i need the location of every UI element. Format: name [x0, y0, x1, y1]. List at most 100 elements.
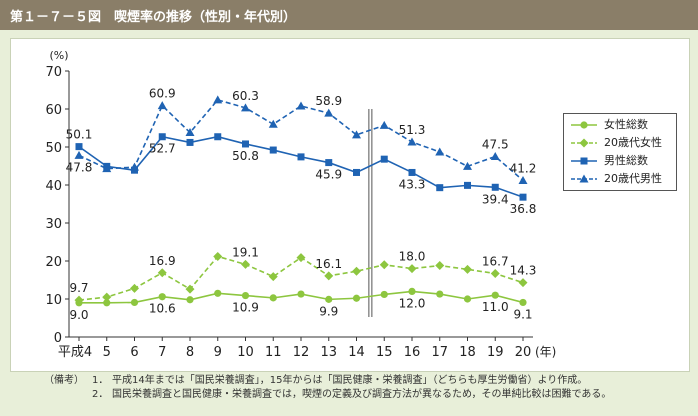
x-tick-label: 16 — [404, 345, 421, 360]
data-point — [158, 293, 166, 301]
data-label: 11.0 — [482, 300, 509, 314]
data-point — [408, 168, 416, 176]
data-point — [464, 181, 471, 189]
y-tick-label: 40 — [45, 179, 62, 194]
data-point — [407, 137, 417, 146]
data-point — [352, 294, 361, 302]
data-point — [241, 259, 250, 269]
data-label: 16.7 — [482, 255, 509, 269]
data-point — [324, 271, 334, 281]
data-label: 45.9 — [315, 168, 342, 182]
data-label: 51.3 — [399, 123, 426, 137]
line-chart: 0 10 20 30 40 50 60 70 (%) 平成4 5 6 7 8 9 10 11 12 13 14 15 16… — [45, 49, 556, 360]
legend-label: 20歳代男性 — [604, 172, 662, 185]
data-point — [296, 253, 306, 263]
data-label: 9.9 — [319, 304, 338, 318]
data-point — [519, 298, 527, 307]
data-point — [297, 290, 305, 298]
legend-label: 女性総数 — [604, 118, 648, 131]
data-point — [463, 161, 472, 170]
figure-header: 第１－７－５図 喫煙率の推移（性別・年代別） — [0, 0, 698, 30]
x-tick-label: 18 — [459, 345, 476, 360]
data-point — [186, 296, 194, 304]
data-point — [490, 152, 500, 160]
note-number: 2． — [92, 389, 109, 400]
data-point — [518, 175, 528, 184]
data-label: 14.3 — [510, 264, 537, 278]
data-label: 58.9 — [315, 94, 342, 108]
data-point — [268, 272, 278, 282]
data-point — [463, 295, 472, 303]
data-point — [408, 287, 416, 295]
x-tick-label: 6 — [130, 345, 138, 360]
data-point — [213, 95, 223, 104]
x-tick-label: 14 — [348, 345, 365, 360]
data-label: 12.0 — [399, 296, 426, 310]
data-point — [463, 264, 472, 274]
y-tick-label: 50 — [45, 141, 62, 156]
y-tick-label: 70 — [45, 65, 62, 80]
data-point — [325, 159, 333, 167]
x-tick-label: 8 — [186, 345, 194, 360]
legend-swatch — [571, 174, 597, 183]
data-point — [436, 184, 444, 192]
x-tick-label: 17 — [431, 345, 448, 360]
y-tick-label: 30 — [45, 217, 62, 232]
data-label: 41.2 — [510, 161, 537, 175]
note-text: 平成14年までは「国民栄養調査」，15年からは「国民健康・栄養調査」（どちらも厚… — [112, 375, 588, 386]
chart-panel: 0 10 20 30 40 50 60 70 (%) 平成4 5 6 7 8 9 10 11 12 13 14 15 16… — [10, 38, 690, 372]
data-point — [379, 120, 389, 129]
data-point — [324, 108, 334, 117]
note-row: 2． 国民栄養調査と国民健康・栄養調査では，喫煙の定義及び調査方法が異なるため，そ… — [44, 388, 611, 402]
data-point — [130, 162, 139, 171]
data-point — [380, 155, 388, 163]
x-unit-label: (年) — [535, 345, 556, 359]
data-label: 16.1 — [315, 257, 342, 271]
data-point — [491, 183, 499, 191]
data-point — [353, 168, 360, 176]
data-point — [102, 164, 112, 173]
series-line — [78, 135, 524, 198]
legend-swatch — [571, 121, 597, 129]
note-text: 国民栄養調査と国民健康・栄養調査では，喫煙の定義及び調査方法が異なるため，その単… — [112, 389, 612, 400]
data-point — [352, 266, 361, 276]
x-tick-label: 5 — [103, 345, 111, 360]
data-label: 47.5 — [482, 138, 509, 152]
data-point — [435, 261, 445, 271]
data-label: 16.9 — [149, 254, 176, 268]
data-point — [325, 295, 333, 303]
data-point — [297, 153, 305, 161]
note-number: 1． — [92, 375, 109, 386]
data-label: 47.8 — [66, 160, 93, 174]
data-point — [213, 251, 223, 261]
y-unit-label: (%) — [49, 49, 68, 62]
data-label: 10.6 — [149, 302, 176, 316]
y-tick-label: 20 — [45, 255, 62, 270]
data-point — [74, 295, 84, 305]
data-point — [407, 264, 417, 274]
data-point — [296, 101, 306, 110]
data-point — [518, 278, 528, 288]
data-point — [268, 119, 278, 128]
data-point — [241, 103, 250, 112]
data-point — [130, 283, 139, 293]
data-point — [519, 193, 527, 201]
legend-label: 男性総数 — [604, 154, 648, 167]
data-label: 18.0 — [399, 250, 426, 264]
x-tick-label: 7 — [158, 345, 166, 360]
data-label: 60.3 — [232, 89, 259, 103]
data-point — [185, 284, 195, 294]
data-point — [74, 150, 84, 159]
x-tick-label: 13 — [320, 345, 337, 360]
data-label: 52.7 — [149, 142, 176, 156]
x-tick-label: 20 — [515, 345, 532, 360]
y-tick-label: 10 — [45, 293, 62, 308]
x-tick-label: 平成4 — [58, 345, 92, 360]
x-tick-label: 11 — [265, 345, 282, 360]
legend-swatch — [571, 138, 597, 148]
data-point — [269, 294, 277, 302]
data-label: 60.9 — [149, 87, 176, 101]
legend-label: 20歳代女性 — [604, 136, 662, 149]
data-point — [214, 133, 222, 141]
data-point — [490, 269, 500, 279]
